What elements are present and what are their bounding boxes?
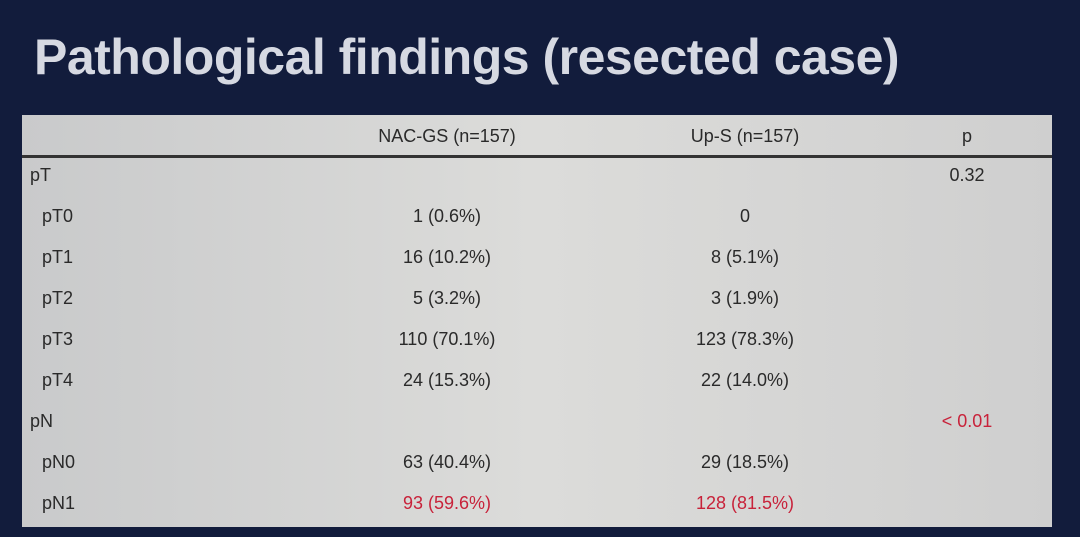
header-p: p — [961, 126, 973, 146]
table-row: pN1 93 (59.6%) 128 (81.5%) — [22, 493, 1052, 534]
cell-nac-gs: 1 (0.6%) — [412, 206, 482, 226]
row-label: pT1 — [42, 247, 74, 267]
cell-nac-gs: 24 (15.3%) — [402, 370, 492, 390]
cell-up-s: 128 (81.5%) — [695, 493, 795, 513]
cell-up-s: 29 (18.5%) — [700, 452, 790, 472]
table-row: pT3 110 (70.1%) 123 (78.3%) — [22, 329, 1052, 370]
table-row: pT2 5 (3.2%) 3 (1.9%) — [22, 288, 1052, 329]
cell-nac-gs: 5 (3.2%) — [412, 288, 482, 308]
header-nac-gs: NAC-GS (n=157) — [378, 126, 516, 146]
cell-up-s: 8 (5.1%) — [710, 247, 780, 267]
slide-title: Pathological findings (resected case) — [34, 29, 900, 85]
table-row: pT4 24 (15.3%) 22 (14.0%) — [22, 370, 1052, 411]
cell-up-s: 0 — [739, 206, 751, 226]
cell-up-s: 123 (78.3%) — [695, 329, 795, 349]
table-row: pT 0.32 — [22, 165, 1052, 206]
table-row: pT0 1 (0.6%) 0 — [22, 206, 1052, 247]
row-label: pN1 — [42, 493, 76, 513]
findings-table: NAC-GS (n=157) Up-S (n=157) p pT 0.32 pT0 1… — [22, 115, 1052, 527]
table-row: pN < 0.01 — [22, 411, 1052, 452]
row-label: pT — [30, 165, 52, 185]
header-up-s: Up-S (n=157) — [690, 126, 800, 146]
cell-up-s: 22 (14.0%) — [700, 370, 790, 390]
row-label: pT4 — [42, 370, 74, 390]
cell-nac-gs: 63 (40.4%) — [402, 452, 492, 472]
row-label: pT2 — [42, 288, 74, 308]
row-label: pN — [30, 411, 54, 431]
table-header: NAC-GS (n=157) Up-S (n=157) p — [22, 115, 1052, 158]
cell-nac-gs: 16 (10.2%) — [402, 247, 492, 267]
cell-up-s: 3 (1.9%) — [710, 288, 780, 308]
cell-p-value: < 0.01 — [941, 411, 993, 431]
row-label: pT3 — [42, 329, 74, 349]
table-row: pN0 63 (40.4%) 29 (18.5%) — [22, 452, 1052, 493]
row-label: pT0 — [42, 206, 74, 226]
cell-nac-gs: 93 (59.6%) — [402, 493, 492, 513]
cell-p-value: 0.32 — [949, 165, 985, 185]
cell-nac-gs: 110 (70.1%) — [398, 329, 496, 349]
table-row: pT1 16 (10.2%) 8 (5.1%) — [22, 247, 1052, 288]
row-label: pN0 — [42, 452, 76, 472]
